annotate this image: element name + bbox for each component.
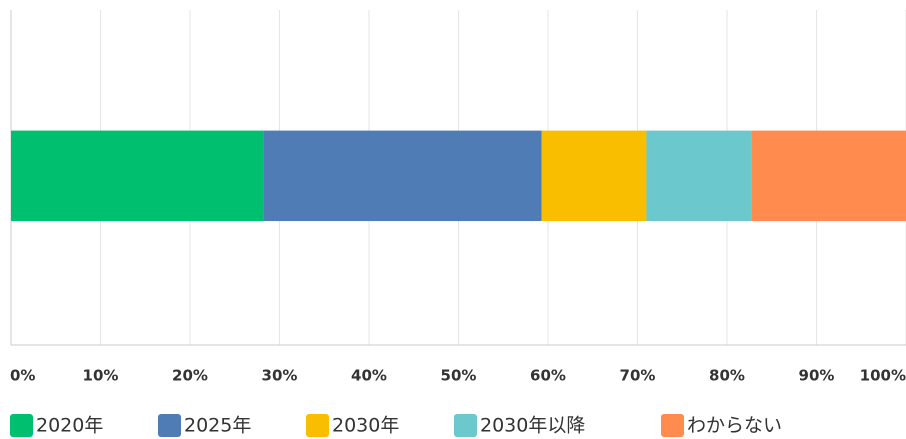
x-tick-label: 100% [860, 367, 906, 385]
legend-label: 2030年以降 [480, 415, 585, 437]
legend-label: わからない [687, 415, 782, 437]
x-tick-label: 80% [709, 367, 745, 385]
x-tick-label: 70% [620, 367, 656, 385]
legend-swatch [10, 414, 33, 437]
legend-swatch [454, 414, 477, 437]
legend-swatch [158, 414, 181, 437]
x-tick-label: 90% [799, 367, 835, 385]
legend-label: 2030年 [332, 415, 399, 437]
legend-swatch [306, 414, 329, 437]
x-tick-label: 60% [530, 367, 566, 385]
legend-swatch [661, 414, 684, 437]
legend-label: 2025年 [184, 415, 251, 437]
x-tick-label: 50% [441, 367, 477, 385]
x-tick-label: 0% [10, 367, 35, 385]
x-tick-label: 20% [172, 367, 208, 385]
bar-segment [263, 130, 542, 222]
bar-segment [646, 130, 752, 222]
bar-segment [11, 130, 264, 222]
bar-segment [751, 130, 906, 222]
x-tick-label: 10% [83, 367, 119, 385]
legend-label: 2020年 [36, 415, 103, 437]
x-tick-label: 40% [351, 367, 387, 385]
x-tick-label: 30% [262, 367, 298, 385]
bar-segment [541, 130, 647, 222]
